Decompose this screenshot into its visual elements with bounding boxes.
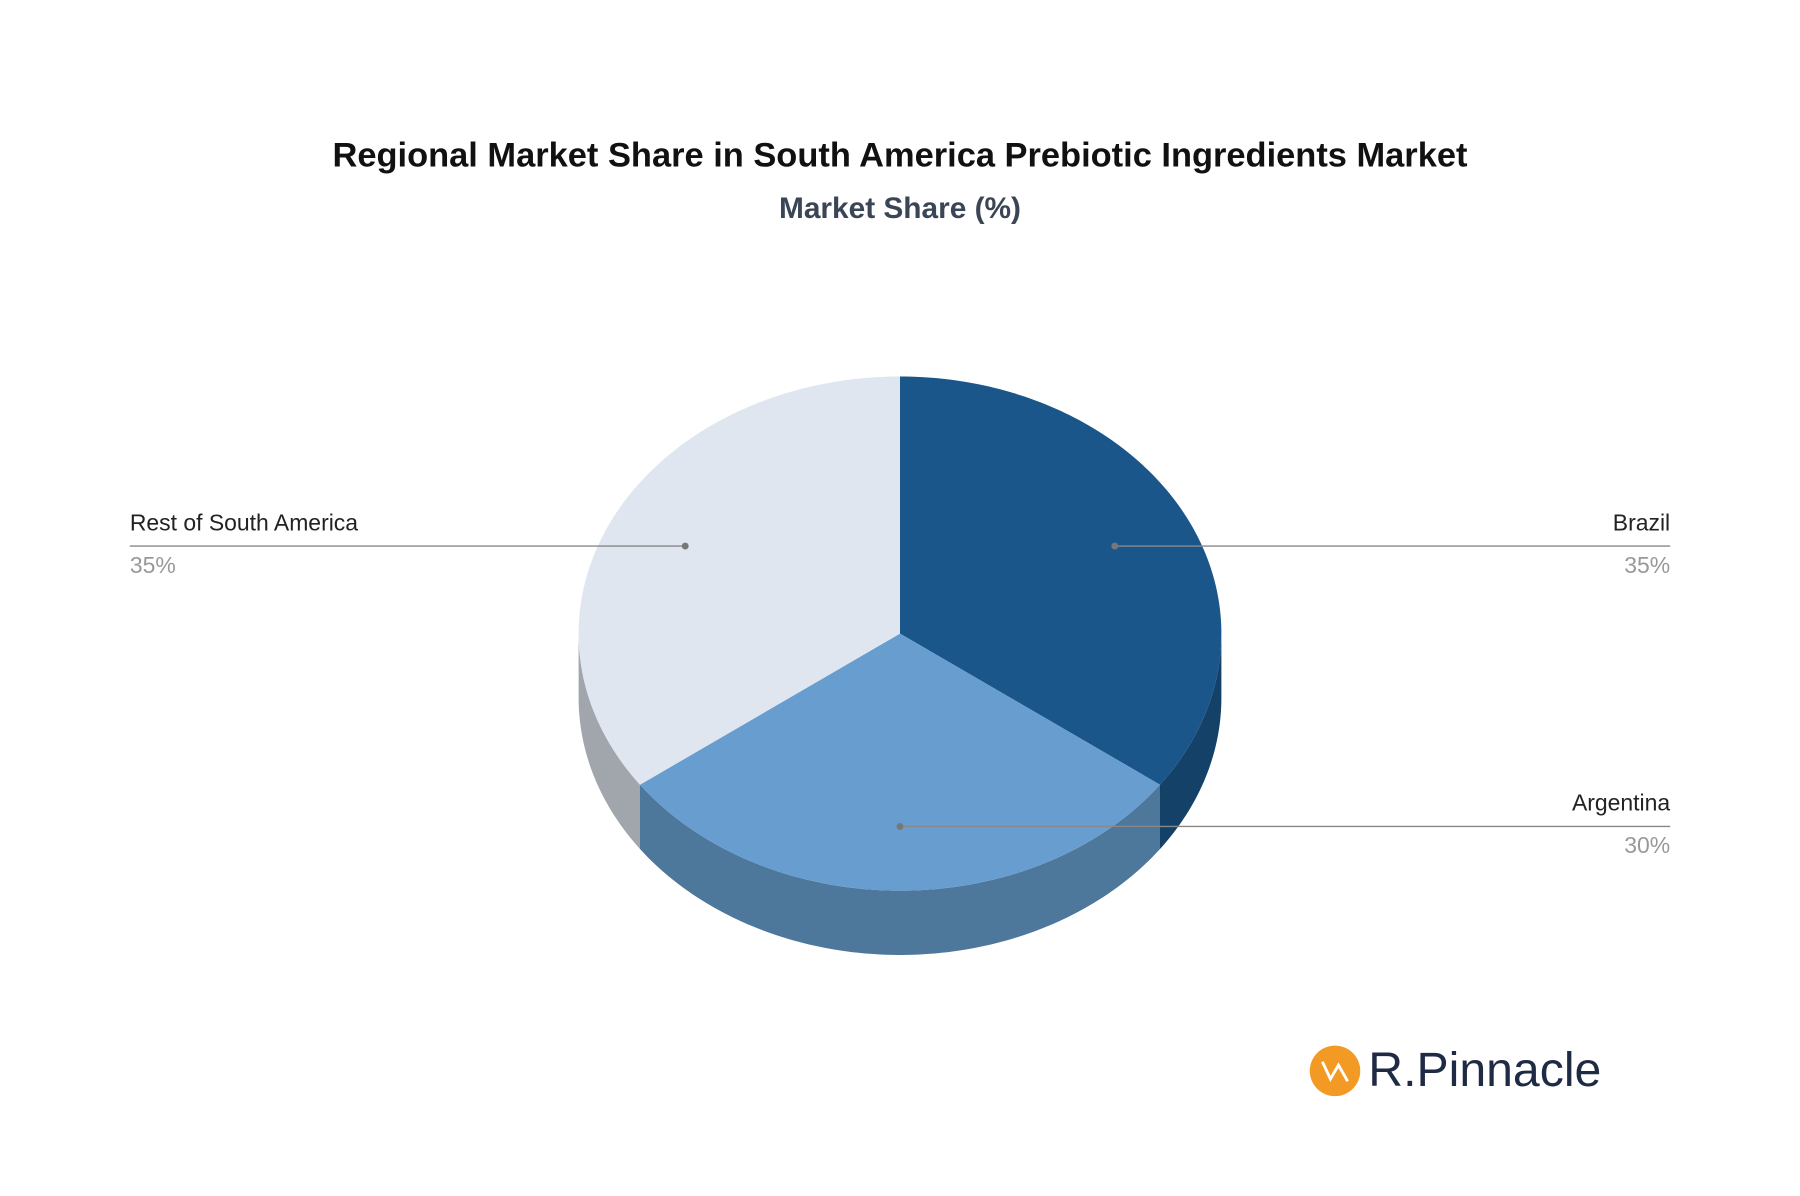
- chart-subtitle: Market Share (%): [779, 192, 1021, 225]
- slice-value-label: 35%: [130, 552, 176, 578]
- watermark: R.Pinnacle: [1368, 1043, 1601, 1097]
- slice-value-label: 30%: [1624, 832, 1670, 858]
- slice-value-label: 35%: [1624, 552, 1670, 578]
- logo-glyph: [1321, 1061, 1349, 1083]
- logo: R.Pinnacle: [1309, 1043, 1601, 1097]
- slice: [900, 376, 1222, 785]
- slice-label: Rest of South America: [130, 509, 358, 535]
- slice-side: [1160, 633, 1222, 849]
- leader-dot: [896, 822, 904, 830]
- slice-label: Brazil: [1613, 509, 1670, 535]
- leader-dot: [681, 542, 689, 550]
- slice-side: [639, 784, 1161, 955]
- leader-dot: [1111, 542, 1119, 550]
- slice-side: [578, 633, 640, 849]
- chart-title: Regional Market Share in South America P…: [333, 136, 1468, 174]
- slice-label: Argentina: [1572, 790, 1670, 816]
- pie: Brazil 35% Argentina 30% Rest of South Ameri…: [129, 376, 1670, 955]
- slice: [578, 376, 900, 785]
